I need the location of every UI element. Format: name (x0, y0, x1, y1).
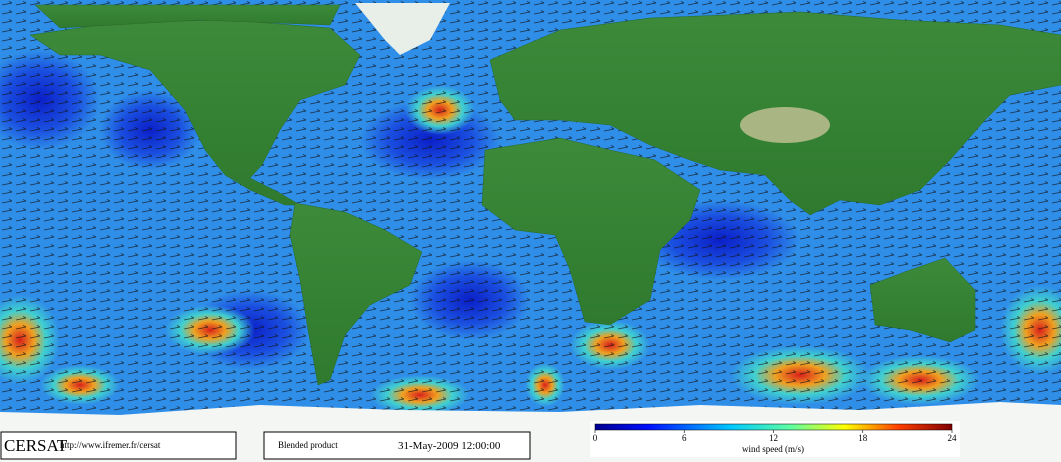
credits: CERSAT http://www.ifremer.fr/cersat Blen… (0, 431, 531, 460)
arctic-coast (34, 4, 341, 29)
africa (481, 137, 701, 326)
colorbar-tick-label: 0 (593, 433, 598, 443)
greenland (355, 3, 450, 55)
colorbar-tick-label: 24 (948, 433, 958, 443)
colorbar: wind speed (m/s) 0 6 12 18 24 (590, 421, 960, 457)
product-box (263, 431, 531, 460)
plateau (740, 107, 830, 143)
date: 31-May-2009 12:00:00 (398, 440, 501, 452)
south-america (289, 202, 423, 386)
brand: CERSAT (4, 436, 68, 455)
credit-box (0, 431, 237, 460)
colorbar-label: wind speed (m/s) (742, 444, 804, 454)
colorbar-tick-label: 12 (769, 433, 778, 443)
colorbar-tick-label: 6 (682, 433, 687, 443)
north-america (29, 19, 361, 206)
url: http://www.ifremer.fr/cersat (60, 440, 161, 450)
product: Blended product (278, 440, 338, 450)
colorbar-ramp (594, 423, 953, 431)
australia (869, 257, 976, 343)
colorbar-tick-label: 18 (858, 433, 868, 443)
